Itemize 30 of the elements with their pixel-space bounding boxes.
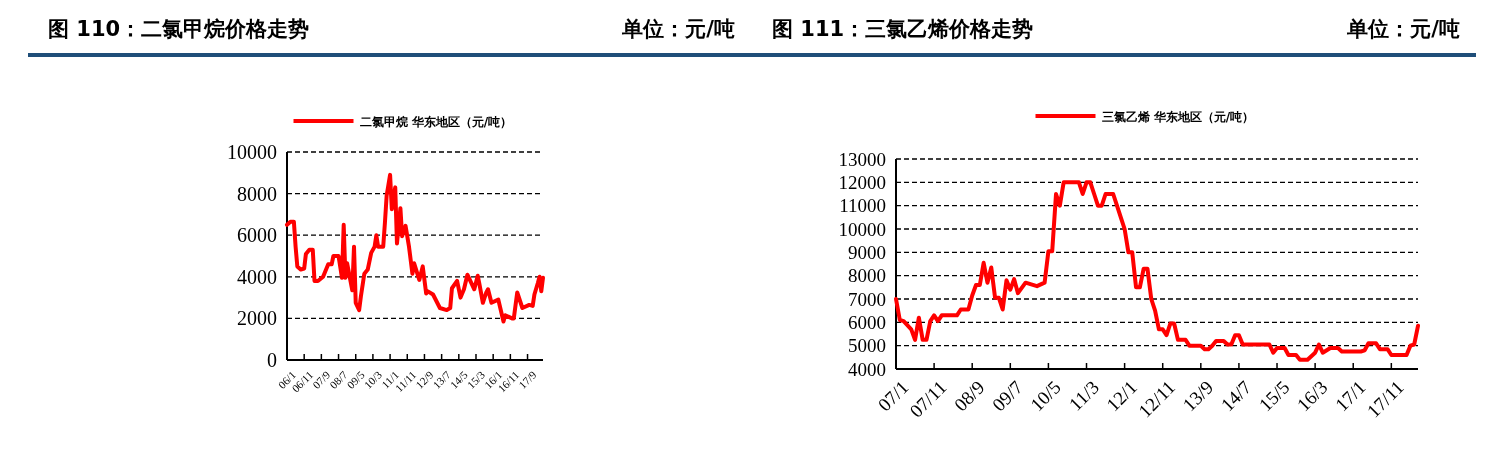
legend-label: 二氯甲烷 华东地区（元/吨） xyxy=(359,115,513,129)
y-tick-label: 13000 xyxy=(838,148,886,170)
y-tick-label: 10000 xyxy=(227,141,277,163)
y-tick-label: 4000 xyxy=(848,358,886,380)
text: 单位：元/吨 xyxy=(621,17,735,41)
y-tick-label: 0 xyxy=(267,349,277,371)
x-tick-label: 13/9 xyxy=(1178,376,1218,416)
y-tick-label: 10000 xyxy=(838,218,886,240)
y-tick-label: 6000 xyxy=(237,224,277,247)
y-tick-label: 6000 xyxy=(848,311,886,333)
x-tick-label: 16/3 xyxy=(1292,376,1332,416)
x-tick-label: 08/9 xyxy=(949,376,989,416)
y-tick-label: 7000 xyxy=(848,288,886,310)
x-tick-label: 15/5 xyxy=(1254,376,1294,416)
x-tick-label: 11/3 xyxy=(1064,376,1103,415)
y-tick-label: 8000 xyxy=(237,182,277,205)
y-tick-label: 4000 xyxy=(237,265,277,288)
text: 单位：元/吨 xyxy=(1346,17,1460,41)
y-tick-label: 12000 xyxy=(838,171,886,193)
y-tick-label: 5000 xyxy=(848,335,886,357)
y-tick-label: 11000 xyxy=(839,195,886,217)
x-tick-label: 09/7 xyxy=(988,376,1027,416)
y-tick-label: 8000 xyxy=(848,265,886,287)
chart-title: 图 110：二氯甲烷价格走势 xyxy=(48,17,310,41)
y-tick-label: 9000 xyxy=(848,241,886,263)
legend-label: 三氯乙烯 华东地区（元/吨） xyxy=(1101,110,1255,124)
x-tick-label: 10/5 xyxy=(1026,376,1065,416)
chart-title: 图 111：三氯乙烯价格走势 xyxy=(772,17,1034,41)
y-tick-label: 2000 xyxy=(237,307,277,330)
x-tick-label: 14/7 xyxy=(1216,376,1256,416)
